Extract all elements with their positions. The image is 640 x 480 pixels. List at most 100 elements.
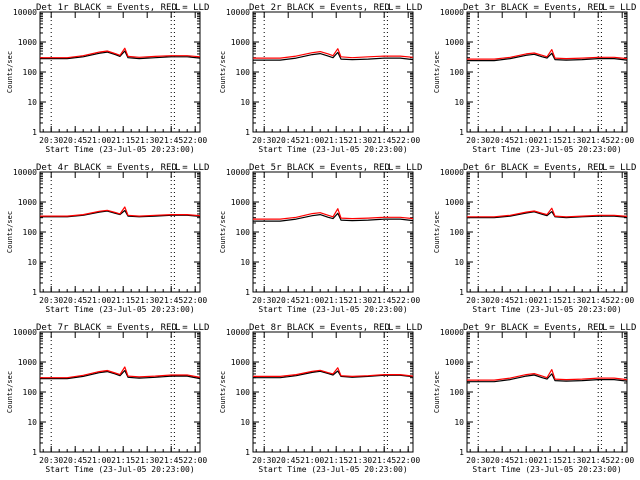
x-tick-label: 20:30 xyxy=(39,456,63,465)
x-axis-label: Start Time (23-Jul-05 20:23:00) xyxy=(45,145,194,154)
x-tick-label: 21:00 xyxy=(300,136,324,145)
y-axis-label: Counts/sec xyxy=(433,211,441,253)
x-tick-label: 20:30 xyxy=(39,136,63,145)
chart-title: Det 1r BLACK = Events, RED = LLD xyxy=(36,3,209,13)
y-tick-label: 1000 xyxy=(18,38,37,47)
y-axis-label: Counts/sec xyxy=(433,51,441,93)
y-tick-label: 10000 xyxy=(226,8,250,17)
y-tick-label: 10000 xyxy=(440,8,464,17)
x-tick-label: 20:45 xyxy=(63,136,87,145)
x-tick-label: 21:30 xyxy=(135,456,159,465)
y-tick-label: 1 xyxy=(459,448,464,457)
series-events-line xyxy=(467,373,628,383)
y-tick-label: 1 xyxy=(245,448,250,457)
y-tick-label: 10 xyxy=(240,258,250,267)
chart-marker-label: L xyxy=(602,323,607,333)
chart-title: Det 3r BLACK = Events, RED = LLD xyxy=(463,3,636,13)
x-tick-label: 20:45 xyxy=(276,136,300,145)
x-tick-label: 20:30 xyxy=(252,136,276,145)
plot-frame xyxy=(39,171,201,293)
x-tick-label: 20:30 xyxy=(466,456,490,465)
x-axis-label: Start Time (23-Jul-05 20:23:00) xyxy=(258,305,407,314)
y-tick-label: 1 xyxy=(459,128,464,137)
x-axis-label: Start Time (23-Jul-05 20:23:00) xyxy=(45,465,194,474)
x-tick-label: 22:00 xyxy=(610,136,634,145)
y-tick-label: 10 xyxy=(27,258,37,267)
series-events-line xyxy=(40,50,201,60)
x-tick-label: 21:30 xyxy=(135,296,159,305)
x-tick-label: 20:30 xyxy=(466,296,490,305)
y-tick-label: 10 xyxy=(454,98,464,107)
x-tick-label: 20:45 xyxy=(63,456,87,465)
y-tick-label: 10000 xyxy=(226,168,250,177)
x-tick-label: 21:30 xyxy=(562,136,586,145)
series-events-line xyxy=(467,52,628,62)
y-tick-label: 10000 xyxy=(13,168,37,177)
x-tick-label: 21:30 xyxy=(562,296,586,305)
y-tick-label: 1000 xyxy=(445,198,464,207)
series-lld-line xyxy=(467,207,628,218)
plot-frame xyxy=(39,331,201,453)
x-tick-label: 20:45 xyxy=(276,456,300,465)
y-tick-label: 10 xyxy=(240,98,250,107)
y-tick-label: 10 xyxy=(454,418,464,427)
x-tick-label: 21:15 xyxy=(538,456,562,465)
x-tick-label: 21:00 xyxy=(514,136,538,145)
chart-marker-label: L xyxy=(175,323,180,333)
x-tick-label: 21:00 xyxy=(87,136,111,145)
y-tick-label: 10 xyxy=(27,98,37,107)
series-lld-line xyxy=(467,48,628,60)
y-tick-label: 1 xyxy=(32,128,37,137)
y-tick-label: 1 xyxy=(459,288,464,297)
x-tick-label: 20:45 xyxy=(490,296,514,305)
chart-title: Det 9r BLACK = Events, RED = LLD xyxy=(463,323,636,333)
series-events-line xyxy=(253,212,414,222)
y-axis-label: Counts/sec xyxy=(219,371,227,413)
x-tick-label: 20:45 xyxy=(490,136,514,145)
y-tick-label: 10 xyxy=(454,258,464,267)
series-events-line xyxy=(467,211,628,219)
y-tick-label: 1000 xyxy=(445,358,464,367)
plot-frame xyxy=(466,11,628,133)
chart-title: Det 6r BLACK = Events, RED = LLD xyxy=(463,163,636,173)
y-tick-label: 100 xyxy=(236,388,251,397)
x-tick-label: 21:00 xyxy=(514,296,538,305)
series-lld-line xyxy=(40,47,201,59)
y-tick-label: 100 xyxy=(450,228,465,237)
x-tick-label: 21:15 xyxy=(538,296,562,305)
x-tick-label: 21:30 xyxy=(135,136,159,145)
chart-title: Det 2r BLACK = Events, RED = LLD xyxy=(249,3,422,13)
chart-marker-label: L xyxy=(388,163,393,173)
plot-frame xyxy=(466,171,628,293)
y-tick-label: 10000 xyxy=(440,168,464,177)
x-tick-label: 20:45 xyxy=(490,456,514,465)
y-tick-label: 1 xyxy=(245,128,250,137)
x-tick-label: 21:45 xyxy=(159,456,183,465)
x-tick-label: 21:15 xyxy=(111,456,135,465)
x-tick-label: 21:15 xyxy=(324,296,348,305)
chart-marker-label: L xyxy=(175,163,180,173)
x-tick-label: 20:45 xyxy=(276,296,300,305)
x-tick-label: 22:00 xyxy=(183,296,207,305)
series-lld-line xyxy=(253,48,414,59)
x-tick-label: 21:00 xyxy=(300,296,324,305)
y-tick-label: 10000 xyxy=(13,8,37,17)
chart-marker-label: L xyxy=(175,3,180,13)
x-tick-label: 21:45 xyxy=(372,456,396,465)
x-tick-label: 22:00 xyxy=(610,296,634,305)
x-tick-label: 21:45 xyxy=(159,296,183,305)
y-tick-label: 10000 xyxy=(13,328,37,337)
y-axis-label: Counts/sec xyxy=(219,51,227,93)
x-tick-label: 22:00 xyxy=(610,456,634,465)
y-tick-label: 1 xyxy=(245,288,250,297)
x-tick-label: 21:15 xyxy=(324,136,348,145)
x-tick-label: 21:30 xyxy=(562,456,586,465)
x-tick-label: 20:30 xyxy=(252,296,276,305)
series-events-line xyxy=(40,369,201,380)
x-tick-label: 22:00 xyxy=(183,456,207,465)
x-tick-label: 21:45 xyxy=(372,136,396,145)
x-tick-label: 21:00 xyxy=(300,456,324,465)
